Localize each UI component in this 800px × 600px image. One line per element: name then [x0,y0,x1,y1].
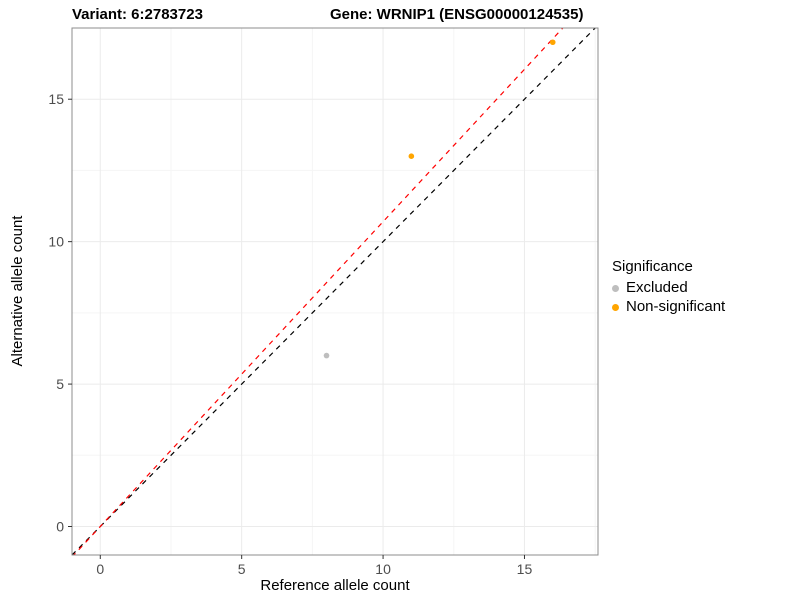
y-tick-label: 0 [56,519,64,535]
x-tick-label: 5 [238,561,246,577]
x-axis-title: Reference allele count [260,577,410,594]
panel-border [71,27,599,556]
legend-item-label: Non-significant [626,298,726,315]
fit-line [73,28,564,555]
y-tick-label: 5 [56,376,64,392]
legend-swatch-icon [612,303,619,311]
axis-ticks: 0 5 10 15 0 5 10 15 [48,91,532,577]
legend-item-label: Excluded [626,279,688,296]
reference-lines [72,28,597,555]
legend-title: Significance [612,258,693,275]
data-points [323,39,556,359]
legend-swatch-icon [612,284,619,292]
data-point-excluded [323,352,330,359]
plot-title-right: Gene: WRNIP1 (ENSG00000124535) [330,6,583,23]
x-tick-label: 10 [375,561,391,577]
identity-line [72,28,597,555]
x-tick-label: 15 [517,561,533,577]
y-tick-label: 15 [48,91,64,107]
legend-items: Excluded Non-significant [612,279,797,316]
legend-item: Excluded [612,279,797,297]
y-axis-title: Alternative allele count [9,215,26,367]
legend-item: Non-significant [612,298,797,316]
plot-title-left: Variant: 6:2783723 [72,6,203,23]
data-point-non-significant [408,153,415,159]
legend: Significance Excluded Non-significant [612,258,797,317]
x-tick-label: 0 [96,561,104,577]
y-tick-label: 10 [48,234,64,250]
data-point-non-significant [549,39,556,46]
